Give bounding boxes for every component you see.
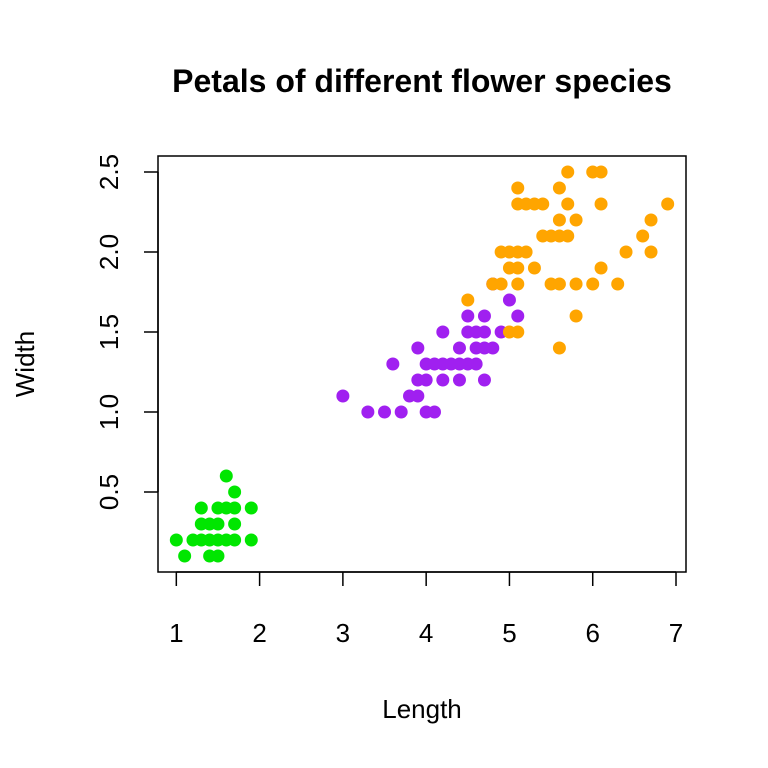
data-point: [178, 549, 192, 563]
data-point: [411, 389, 425, 403]
data-point: [494, 277, 508, 291]
data-point: [419, 373, 433, 387]
data-point: [611, 277, 625, 291]
data-point: [361, 405, 375, 419]
data-point: [219, 469, 233, 483]
data-point: [594, 261, 608, 275]
data-point: [211, 517, 225, 531]
x-axis-label: Length: [382, 694, 462, 724]
data-point: [169, 533, 183, 547]
data-point: [561, 165, 575, 179]
y-tick-label: 0.5: [94, 474, 124, 510]
x-tick-label: 2: [252, 618, 266, 648]
data-point: [469, 357, 483, 371]
data-point: [594, 165, 608, 179]
data-point: [644, 245, 658, 259]
data-point: [486, 341, 500, 355]
x-tick-label: 5: [502, 618, 516, 648]
data-point: [436, 373, 450, 387]
data-point: [552, 213, 566, 227]
data-point: [536, 197, 550, 211]
data-point: [502, 293, 516, 307]
data-point: [378, 405, 392, 419]
data-point: [386, 357, 400, 371]
data-point: [511, 277, 525, 291]
x-tick-label: 3: [336, 618, 350, 648]
data-point: [452, 373, 466, 387]
data-point: [561, 229, 575, 243]
data-point: [194, 501, 208, 515]
data-point: [511, 325, 525, 339]
data-point: [661, 197, 675, 211]
x-tick-label: 7: [669, 618, 683, 648]
x-tick-label: 6: [585, 618, 599, 648]
data-point: [569, 213, 583, 227]
data-point: [336, 389, 350, 403]
data-point: [244, 501, 258, 515]
data-point: [511, 309, 525, 323]
data-point: [527, 261, 541, 275]
data-points: [169, 165, 675, 563]
data-point: [552, 341, 566, 355]
chart-title: Petals of different flower species: [172, 63, 672, 99]
data-point: [452, 341, 466, 355]
data-point: [644, 213, 658, 227]
data-point: [228, 485, 242, 499]
data-point: [461, 309, 475, 323]
data-point: [411, 341, 425, 355]
y-tick-label: 2.0: [94, 234, 124, 270]
data-point: [461, 293, 475, 307]
data-point: [228, 533, 242, 547]
data-point: [636, 229, 650, 243]
x-axis: 1 2 3 4 5 6 7: [169, 571, 683, 648]
data-point: [228, 501, 242, 515]
data-point: [427, 405, 441, 419]
y-tick-label: 2.5: [94, 154, 124, 190]
data-point: [552, 181, 566, 195]
data-point: [211, 549, 225, 563]
data-point: [619, 245, 633, 259]
data-point: [519, 245, 533, 259]
y-tick-label: 1.0: [94, 394, 124, 430]
data-point: [552, 277, 566, 291]
data-point: [244, 533, 258, 547]
y-axis: 0.5 1.0 1.5 2.0 2.5: [94, 154, 159, 510]
data-point: [586, 277, 600, 291]
data-point: [569, 277, 583, 291]
data-point: [228, 517, 242, 531]
data-point: [394, 405, 408, 419]
y-axis-label: Width: [10, 331, 40, 397]
x-tick-label: 4: [419, 618, 433, 648]
data-point: [561, 197, 575, 211]
x-tick-label: 1: [169, 618, 183, 648]
data-point: [477, 309, 491, 323]
data-point: [594, 197, 608, 211]
data-point: [569, 309, 583, 323]
data-point: [477, 325, 491, 339]
data-point: [511, 181, 525, 195]
data-point: [436, 325, 450, 339]
y-tick-label: 1.5: [94, 314, 124, 350]
data-point: [477, 373, 491, 387]
data-point: [511, 261, 525, 275]
